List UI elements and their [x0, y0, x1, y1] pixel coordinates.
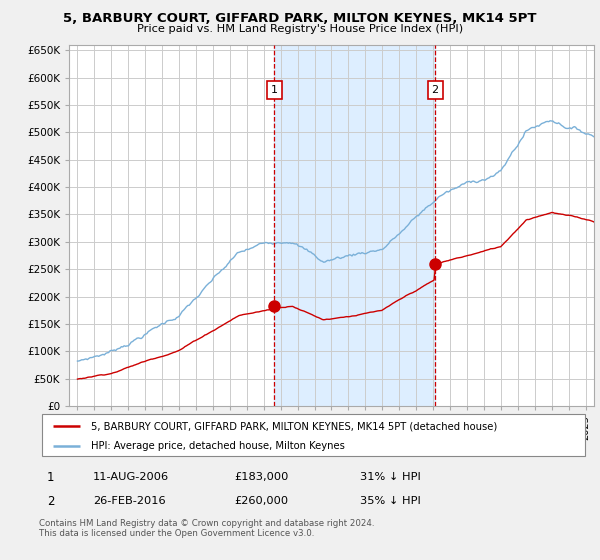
Text: 2: 2: [431, 85, 439, 95]
Bar: [274, 45, 435, 406]
Text: 11-AUG-2006: 11-AUG-2006: [93, 472, 169, 482]
Text: £183,000: £183,000: [234, 472, 289, 482]
Text: £260,000: £260,000: [234, 496, 288, 506]
Text: Contains HM Land Registry data © Crown copyright and database right 2024.: Contains HM Land Registry data © Crown c…: [39, 519, 374, 528]
Text: 26-FEB-2016: 26-FEB-2016: [93, 496, 166, 506]
Text: 5, BARBURY COURT, GIFFARD PARK, MILTON KEYNES, MK14 5PT: 5, BARBURY COURT, GIFFARD PARK, MILTON K…: [63, 12, 537, 25]
Text: 1: 1: [47, 471, 54, 484]
Text: Price paid vs. HM Land Registry's House Price Index (HPI): Price paid vs. HM Land Registry's House …: [137, 24, 463, 34]
Text: 31% ↓ HPI: 31% ↓ HPI: [360, 472, 421, 482]
Text: 1: 1: [271, 85, 278, 95]
FancyBboxPatch shape: [42, 414, 585, 456]
Text: 35% ↓ HPI: 35% ↓ HPI: [360, 496, 421, 506]
Text: This data is licensed under the Open Government Licence v3.0.: This data is licensed under the Open Gov…: [39, 529, 314, 538]
Text: 2: 2: [47, 495, 54, 508]
Text: HPI: Average price, detached house, Milton Keynes: HPI: Average price, detached house, Milt…: [91, 441, 345, 451]
Text: 5, BARBURY COURT, GIFFARD PARK, MILTON KEYNES, MK14 5PT (detached house): 5, BARBURY COURT, GIFFARD PARK, MILTON K…: [91, 421, 497, 431]
